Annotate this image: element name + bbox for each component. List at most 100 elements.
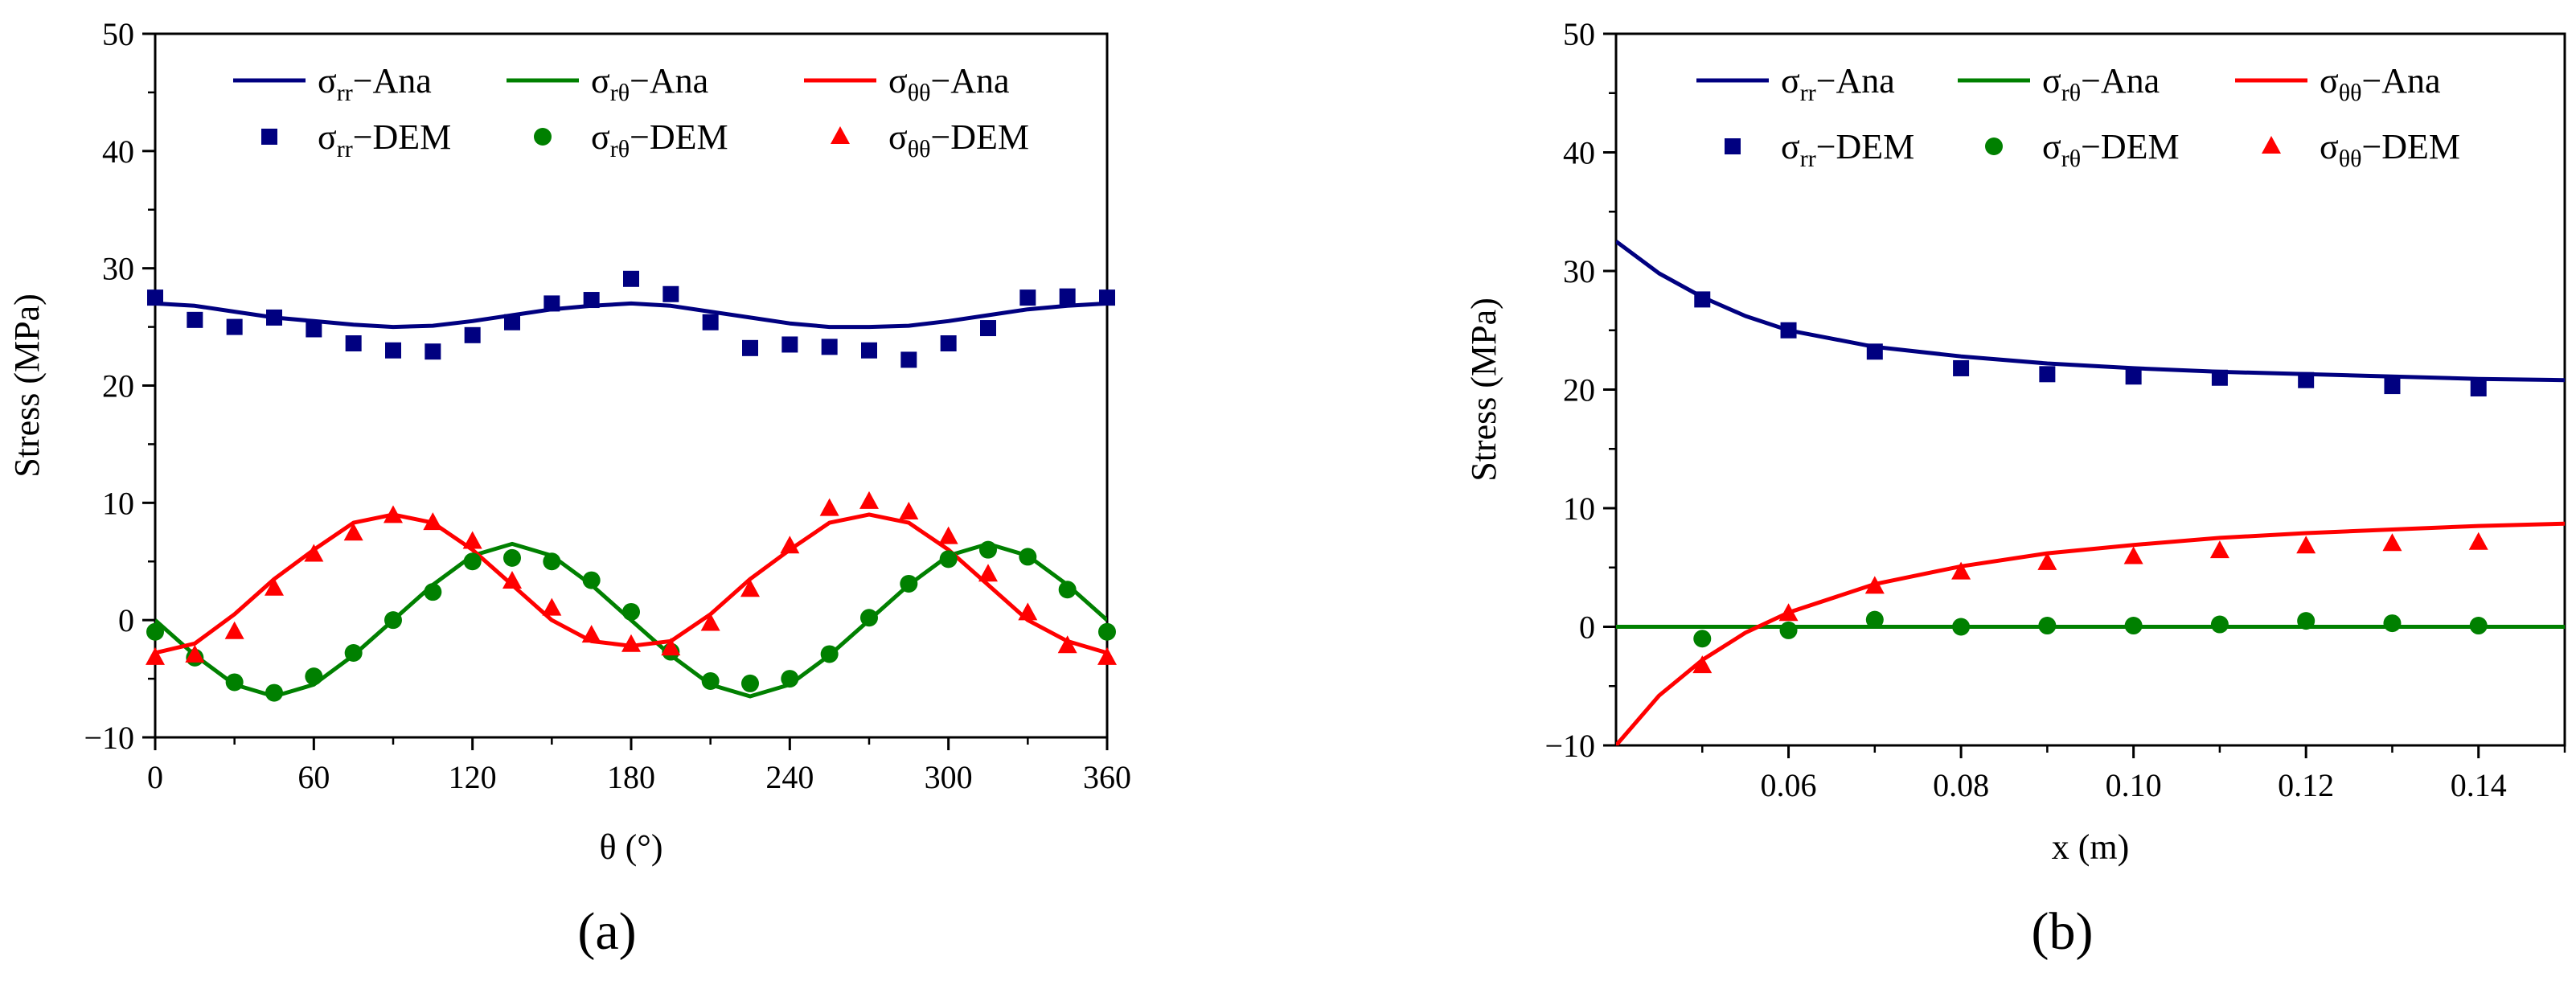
series-rtheta-dem-point: [1952, 618, 1971, 636]
series-thetatheta-dem-point: [1692, 655, 1713, 674]
legend-label: σrr−Ana: [318, 61, 432, 106]
series-thetatheta-dem-point: [2296, 536, 2316, 554]
series-rtheta-dem-point: [2469, 617, 2488, 635]
series-rr-dem-point: [226, 318, 243, 335]
legend-marker-swatch: [2262, 136, 2281, 154]
series-rtheta-dem-point: [1098, 622, 1116, 641]
series-thetatheta-dem-point: [740, 579, 760, 597]
legend: σrr−Ana σrθ−Ana σθθ−Ana σrr−DEM σrθ−DEM σθθ−D…: [1696, 61, 2460, 172]
series-rr-dem-point: [147, 289, 163, 306]
series-rr-dem-point: [306, 321, 322, 338]
series-rtheta-dem-point: [1019, 548, 1037, 566]
series-rr-ana-line: [155, 301, 1107, 330]
legend-marker-swatch: [261, 129, 277, 145]
series-thetatheta-dem-point: [819, 498, 839, 516]
series-rr-dem-point: [781, 336, 798, 353]
x-tick-label: 60: [297, 759, 330, 795]
plot-area: [1616, 240, 2565, 745]
x-tick-label: 180: [607, 759, 655, 795]
legend: σrr−Ana σrθ−Ana σθθ−Ana σrr−DEM σrθ−DEM σθθ−D…: [233, 61, 1029, 162]
legend-label: σθθ−DEM: [888, 117, 1029, 162]
series-rr-dem-point: [2039, 366, 2056, 383]
series-rr-dem-point: [504, 314, 520, 330]
series-thetatheta-dem-point: [2468, 532, 2488, 550]
series-thetatheta-dem-point: [621, 634, 641, 652]
series-rr-dem-point: [861, 342, 877, 359]
x-axis-label: x (m): [2052, 827, 2130, 867]
y-tick-label: 0: [118, 602, 134, 638]
series-rr-dem-point: [2211, 369, 2228, 386]
x-tick-label: 0.12: [2278, 767, 2334, 803]
series-rr-dem-point: [900, 351, 917, 368]
series-rr-dem-point: [821, 339, 838, 355]
series-thetatheta-dem-point: [502, 571, 522, 589]
legend-label: σrr−DEM: [1781, 127, 1914, 172]
series-rr-dem-point: [940, 335, 957, 351]
series-rtheta-dem-point: [463, 552, 482, 571]
x-tick-label: 360: [1083, 759, 1131, 795]
series-thetatheta-dem-point: [978, 564, 998, 582]
y-tick-label: 30: [102, 251, 134, 287]
series-rtheta-dem-point: [979, 540, 997, 559]
y-tick-label: 20: [1563, 372, 1595, 408]
y-tick-label: −10: [84, 720, 134, 756]
x-tick-label: 240: [765, 759, 814, 795]
series-rtheta-dem-point: [2210, 615, 2229, 634]
y-tick-label: 50: [1563, 16, 1595, 52]
y-tick-label: 40: [102, 133, 134, 170]
series-thetatheta-dem-point: [542, 597, 562, 616]
series-rr-dem-point: [1953, 359, 1970, 376]
legend-label: σrr−Ana: [1781, 61, 1895, 106]
series-rr-dem-point: [1099, 289, 1115, 306]
series-rtheta-dem-point: [265, 683, 283, 702]
series-thetatheta-dem-point: [1097, 646, 1117, 665]
series-rtheta-dem-point: [543, 552, 561, 571]
y-axis-label: Stress (MPa): [7, 293, 47, 478]
chart-panel-a: −10 0 10 20 30 40 50 0 60 120 180 240 300 360 θ (°) Str…: [7, 16, 1131, 961]
series-thetatheta-dem-point: [2209, 540, 2229, 559]
series-thetatheta-dem-point: [423, 512, 443, 531]
series-thetatheta-dem-point: [1778, 603, 1799, 622]
series-rr-dem-point: [2125, 368, 2142, 385]
y-tick-label: 30: [1563, 253, 1595, 289]
series-rtheta-dem-point: [1779, 621, 1798, 639]
series-thetatheta-dem-point: [661, 638, 681, 656]
series-thetatheta-dem-point: [2037, 552, 2057, 570]
series-rr-dem-point: [544, 295, 560, 312]
y-tick-label: 50: [102, 16, 134, 52]
legend-label: σθθ−Ana: [2320, 61, 2441, 106]
y-tick-label: 20: [102, 368, 134, 404]
series-rtheta-dem-point: [860, 609, 878, 627]
chart-panel-b: −10 0 10 20 30 40 50 0.06 0.08 0.10 0.12 0.14 x (m) S…: [1464, 16, 2566, 961]
series-thetatheta-dem-point: [224, 621, 244, 639]
series-thetatheta-dem-point: [1018, 602, 1038, 621]
series-rtheta-dem-point: [1693, 630, 1712, 648]
series-thetatheta-dem-point: [185, 644, 205, 663]
legend-marker-swatch: [1985, 138, 2003, 155]
series-thetatheta-dem-point: [304, 544, 324, 562]
series-rtheta-dem-point: [622, 602, 640, 621]
series-rtheta-dem-point: [939, 550, 958, 568]
series-thetatheta-dem-point: [700, 613, 720, 631]
series-rtheta-dem-point: [305, 667, 323, 686]
series-rr-dem-point: [1780, 322, 1797, 339]
y-tick-label: 10: [1563, 490, 1595, 527]
legend-marker-swatch: [831, 126, 850, 144]
y-tick-label: 10: [102, 485, 134, 521]
series-thetatheta-dem-point: [343, 523, 363, 541]
series-rr-dem-point: [1866, 343, 1883, 360]
series-rtheta-dem-point: [781, 670, 799, 688]
series-thetatheta-ana-line: [1616, 521, 2565, 745]
panel-caption: (a): [577, 902, 636, 961]
series-rr-dem-point: [385, 342, 401, 359]
x-tick-label: 120: [449, 759, 497, 795]
series-thetatheta-dem-point: [859, 490, 879, 509]
series-rtheta-dem-point: [2297, 612, 2316, 630]
x-axis-label: θ (°): [600, 827, 663, 867]
series-rtheta-dem-point: [225, 673, 244, 692]
series-thetatheta-dem-point: [2123, 546, 2143, 564]
series-rr-dem-point: [425, 343, 441, 360]
x-tick-label: 300: [925, 759, 973, 795]
y-tick-label: 0: [1579, 610, 1595, 646]
